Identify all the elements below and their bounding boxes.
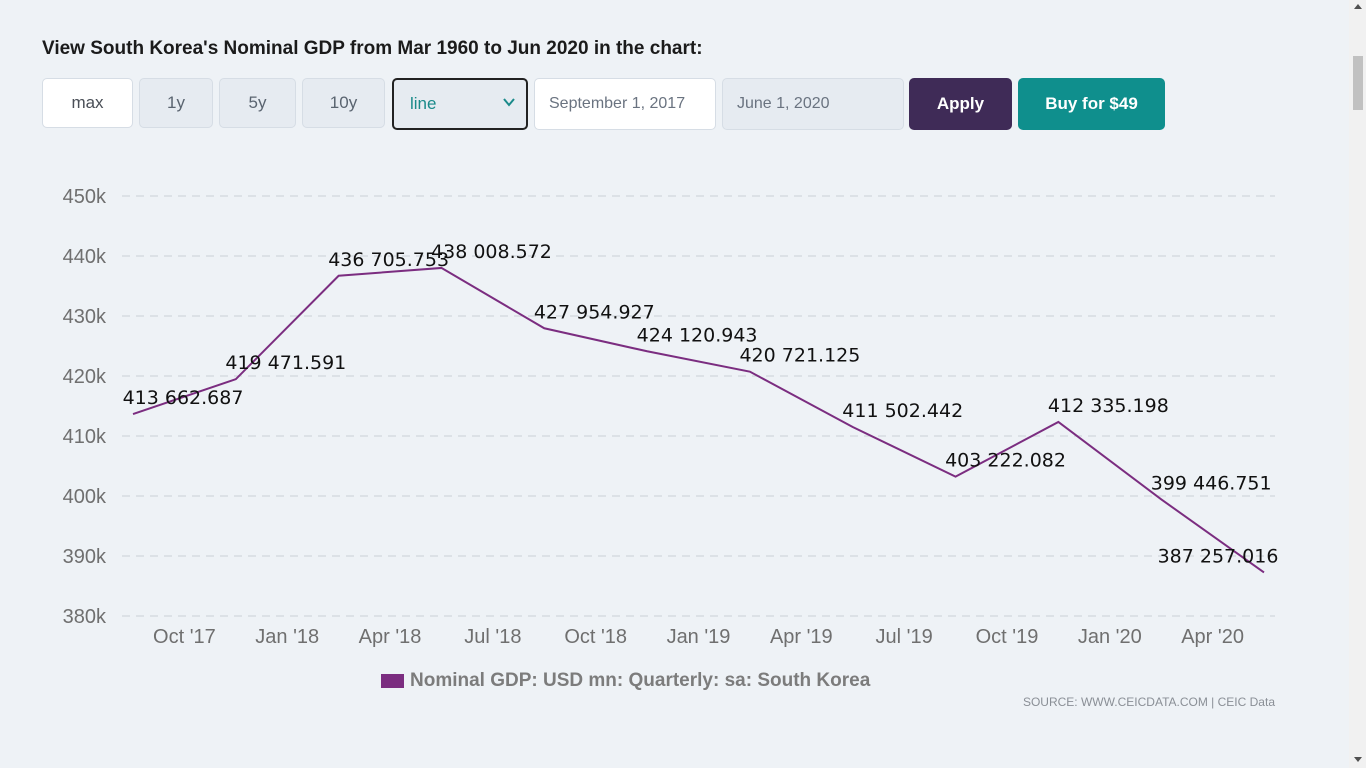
chart-type-select[interactable]: line bbox=[392, 78, 528, 130]
scroll-up-icon[interactable] bbox=[1354, 4, 1362, 9]
y-tick-label: 380k bbox=[63, 606, 107, 628]
data-point[interactable] bbox=[747, 369, 753, 375]
x-tick-label: Apr '19 bbox=[770, 626, 833, 648]
y-tick-label: 400k bbox=[63, 486, 107, 508]
y-tick-label: 390k bbox=[63, 546, 107, 568]
x-tick-label: Jan '19 bbox=[667, 626, 731, 648]
data-point[interactable] bbox=[438, 265, 444, 271]
legend-label: Nominal GDP: USD mn: Quarterly: sa: Sout… bbox=[410, 670, 871, 691]
data-point[interactable] bbox=[1261, 569, 1267, 575]
y-tick-label: 450k bbox=[63, 186, 107, 208]
data-point[interactable] bbox=[644, 348, 650, 354]
x-tick-label: Oct '19 bbox=[976, 626, 1039, 648]
x-tick-label: Apr '18 bbox=[359, 626, 422, 648]
x-tick-label: Oct '18 bbox=[564, 626, 627, 648]
gdp-line-chart: 450k 440k 430k 420k 410k 400k 390k 380k Oct '17… bbox=[63, 186, 1279, 648]
legend-swatch bbox=[381, 674, 404, 688]
data-point[interactable] bbox=[130, 411, 136, 417]
data-label: 436 705.753 bbox=[328, 249, 449, 271]
data-point[interactable] bbox=[1055, 419, 1061, 425]
data-label: 427 954.927 bbox=[534, 301, 655, 323]
range-10y-button[interactable]: 10y bbox=[302, 78, 385, 128]
data-label: 412 335.198 bbox=[1048, 395, 1169, 417]
buy-button[interactable]: Buy for $49 bbox=[1018, 78, 1165, 130]
range-1y-button[interactable]: 1y bbox=[139, 78, 213, 128]
apply-button[interactable]: Apply bbox=[909, 78, 1012, 130]
scrollbar[interactable] bbox=[1349, 0, 1366, 768]
y-tick-label: 420k bbox=[63, 366, 107, 388]
data-label: 420 721.125 bbox=[739, 345, 860, 367]
data-point[interactable] bbox=[233, 376, 239, 382]
data-label: 424 120.943 bbox=[637, 324, 758, 346]
x-tick-label: Apr '20 bbox=[1181, 626, 1244, 648]
data-label: 413 662.687 bbox=[123, 387, 244, 409]
y-tick-label: 440k bbox=[63, 246, 107, 268]
x-tick-label: Jul '18 bbox=[464, 626, 521, 648]
data-point[interactable] bbox=[850, 424, 856, 430]
data-label: 399 446.751 bbox=[1151, 472, 1272, 494]
y-tick-label: 430k bbox=[63, 306, 107, 328]
data-point[interactable] bbox=[336, 273, 342, 279]
x-tick-label: Jan '20 bbox=[1078, 626, 1142, 648]
chart-legend[interactable]: Nominal GDP: USD mn: Quarterly: sa: Sout… bbox=[381, 670, 870, 692]
start-date-input[interactable]: September 1, 2017 bbox=[534, 78, 716, 130]
x-tick-label: Jul '19 bbox=[876, 626, 933, 648]
data-label: 419 471.591 bbox=[225, 352, 346, 374]
scroll-thumb[interactable] bbox=[1353, 56, 1363, 110]
scroll-down-icon[interactable] bbox=[1354, 757, 1362, 762]
data-point[interactable] bbox=[953, 474, 959, 480]
source-credit: SOURCE: WWW.CEICDATA.COM | CEIC Data bbox=[1022, 695, 1275, 709]
data-label: 438 008.572 bbox=[431, 241, 552, 263]
data-label: 411 502.442 bbox=[842, 400, 963, 422]
range-5y-button[interactable]: 5y bbox=[219, 78, 296, 128]
end-date-input[interactable]: June 1, 2020 bbox=[722, 78, 904, 130]
page-title: View South Korea's Nominal GDP from Mar … bbox=[42, 38, 703, 59]
data-label: 403 222.082 bbox=[945, 450, 1066, 472]
y-tick-label: 410k bbox=[63, 426, 107, 448]
x-tick-label: Jan '18 bbox=[255, 626, 319, 648]
series-line[interactable] bbox=[132, 266, 1265, 574]
data-label: 387 257.016 bbox=[1158, 545, 1279, 567]
data-point[interactable] bbox=[541, 325, 547, 331]
range-max-button[interactable]: max bbox=[42, 78, 133, 128]
x-tick-label: Oct '17 bbox=[153, 626, 216, 648]
chart-type-value: line bbox=[410, 94, 437, 113]
chevron-down-icon bbox=[503, 98, 515, 107]
data-point[interactable] bbox=[1158, 496, 1164, 502]
